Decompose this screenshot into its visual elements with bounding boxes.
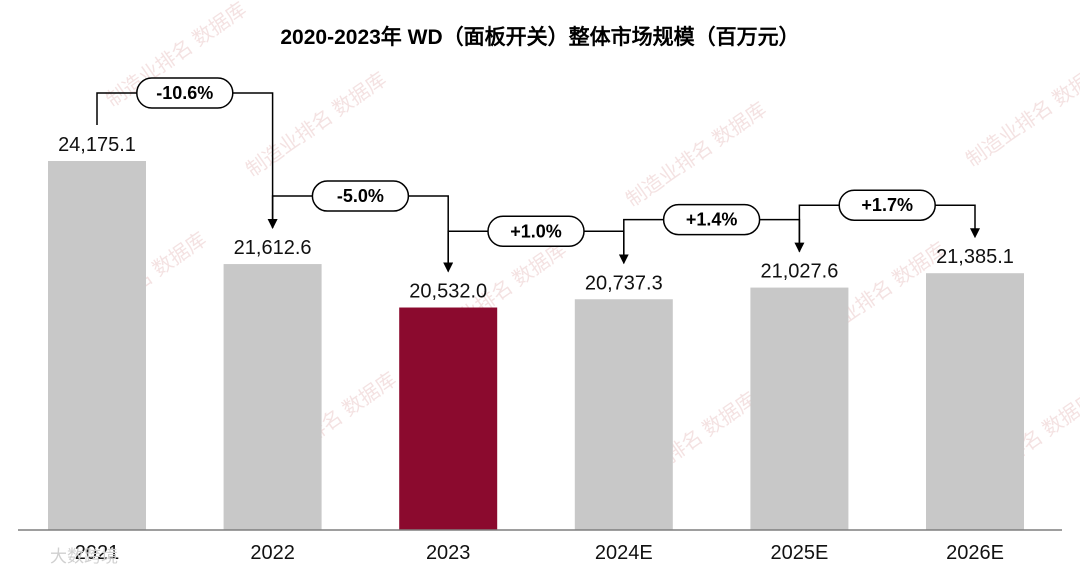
- growth-label-4: +1.4%: [686, 210, 738, 230]
- value-labels: 24,175.1 21,612.6 20,532.0 20,737.3 21,027.6…: [58, 134, 1014, 303]
- corner-mark-text: 大数跨境: [50, 547, 118, 566]
- category-label-2024E: 2024E: [595, 542, 653, 564]
- value-label-2023: 20,532.0: [409, 281, 487, 303]
- bar-2023: [399, 307, 498, 530]
- category-label-2025E: 2025E: [770, 542, 828, 564]
- value-label-2024E: 20,737.3: [585, 272, 663, 294]
- value-label-2021: 24,175.1: [58, 134, 136, 156]
- watermark-8: 制造业排名 数据库: [962, 58, 1080, 172]
- chart-title: 2020-2023年 WD（面板开关）整体市场规模（百万元）: [280, 25, 799, 49]
- category-label-2022: 2022: [250, 542, 295, 564]
- value-label-2025E: 21,027.6: [760, 261, 838, 283]
- growth-pill-1: [136, 77, 234, 109]
- bar-2025E: [750, 287, 849, 530]
- bars: [48, 161, 1024, 530]
- value-label-2022: 21,612.6: [234, 237, 312, 259]
- growth-pill-5: [838, 189, 936, 221]
- bar-2026E: [926, 273, 1024, 530]
- category-label-2023: 2023: [426, 542, 471, 564]
- bar-2024E: [574, 299, 673, 530]
- growth-label-3: +1.0%: [510, 221, 562, 241]
- growth-pill-4: [662, 203, 761, 236]
- growth-arrows: -10.6% -5.0% +1.0% +1.4% +1.7%: [96, 77, 980, 273]
- watermark-5: 制造业排名 数据库: [622, 98, 771, 212]
- category-label-2026E: 2026E: [946, 542, 1004, 564]
- growth-label-5: +1.7%: [861, 195, 913, 215]
- bar-2022: [223, 264, 322, 530]
- growth-label-2: -5.0%: [337, 186, 384, 206]
- growth-pill-3: [487, 215, 585, 248]
- corner-mark: 大数跨境: [50, 547, 118, 566]
- bar-2021: [48, 161, 146, 530]
- growth-label-1: -10.6%: [156, 83, 213, 103]
- watermark-2: 制造业排名 数据库: [242, 68, 391, 182]
- growth-pill-2: [311, 180, 410, 212]
- category-label-2021: 2021: [75, 542, 120, 564]
- category-labels: 2021 2022 2023 2024E 2025E 2026E: [75, 542, 1004, 564]
- value-label-2026E: 21,385.1: [936, 246, 1014, 268]
